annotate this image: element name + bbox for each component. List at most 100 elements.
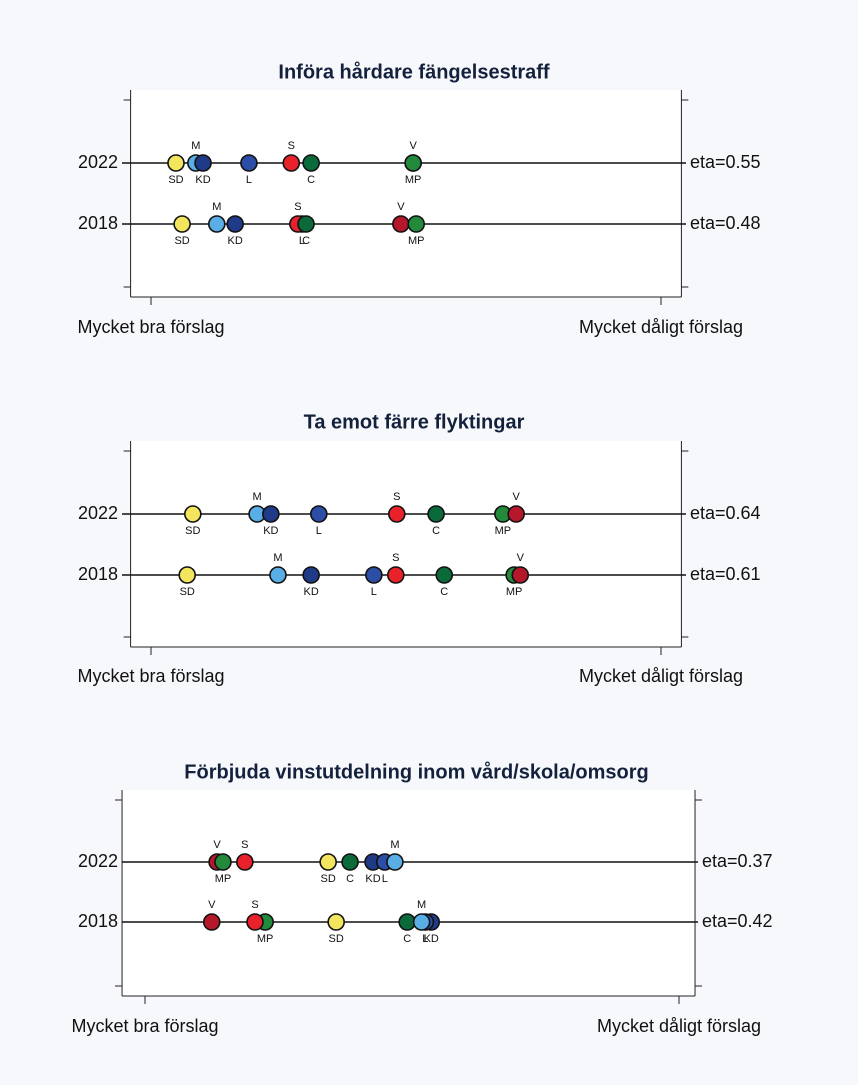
party-dot	[412, 913, 431, 931]
party-label: C	[302, 235, 310, 247]
party-label: C	[307, 174, 315, 186]
x-tick-label: Mycket bra förslag	[77, 317, 224, 337]
party-label: M	[390, 839, 399, 851]
plot-area	[122, 790, 696, 996]
party-label: S	[241, 839, 248, 851]
party-dot	[386, 566, 405, 584]
party-label: L	[371, 586, 377, 598]
party-label: M	[273, 552, 282, 564]
party-label: MP	[257, 933, 274, 945]
party-dot	[302, 154, 320, 172]
party-label: L	[316, 525, 322, 537]
party-label: SD	[329, 933, 344, 945]
chart-title: Ta emot färre flyktingar	[304, 411, 525, 433]
party-dot	[435, 566, 454, 584]
x-tick-label: Mycket dåligt förslag	[579, 317, 743, 337]
party-dot	[388, 505, 406, 523]
party-dot	[246, 913, 264, 931]
party-dot	[511, 566, 530, 584]
party-dot	[226, 215, 244, 233]
party-dot	[427, 505, 445, 523]
x-tick-label: Mycket bra förslag	[71, 1016, 218, 1036]
party-dot	[207, 215, 226, 233]
eta-label: eta=0.42	[702, 911, 773, 931]
party-label: S	[392, 552, 399, 564]
party-dot	[319, 853, 337, 871]
party-label: C	[432, 525, 440, 537]
party-label: M	[252, 491, 261, 503]
party-label: SD	[174, 235, 189, 247]
party-label: MP	[405, 174, 422, 186]
party-label: M	[417, 899, 426, 911]
party-label: S	[288, 140, 295, 152]
party-label: V	[208, 899, 216, 911]
party-dot	[236, 853, 254, 871]
y-tick-label: 2022	[78, 503, 118, 523]
party-dot	[184, 505, 202, 523]
party-dot	[194, 154, 212, 172]
party-label: S	[393, 491, 400, 503]
party-label: MP	[506, 586, 523, 598]
party-label: SD	[185, 525, 200, 537]
party-label: KD	[228, 235, 243, 247]
party-label: L	[299, 235, 305, 247]
party-dot	[282, 154, 301, 172]
party-dot	[327, 913, 345, 931]
party-label: SD	[180, 586, 195, 598]
party-label: V	[397, 201, 405, 213]
party-label: L	[246, 174, 252, 186]
party-dot	[297, 215, 315, 233]
y-tick-label: 2018	[78, 564, 118, 584]
party-dot	[386, 853, 404, 871]
party-label: V	[213, 839, 221, 851]
party-dot	[341, 853, 359, 871]
party-label: KD	[365, 873, 380, 885]
party-label: C	[440, 586, 448, 598]
eta-label: eta=0.61	[690, 564, 761, 584]
party-label: KD	[195, 174, 210, 186]
party-dot	[178, 566, 197, 584]
party-label: V	[512, 491, 520, 503]
eta-label: eta=0.64	[690, 503, 761, 523]
chart-title: Förbjuda vinstutdelning inom vård/skola/…	[184, 760, 649, 783]
party-label: V	[409, 140, 417, 152]
party-label: MP	[495, 525, 512, 537]
party-label: L	[422, 933, 428, 945]
x-tick-label: Mycket dåligt förslag	[579, 666, 743, 686]
party-label: M	[191, 140, 200, 152]
party-dot	[240, 154, 258, 172]
y-tick-label: 2022	[78, 152, 118, 172]
x-tick-label: Mycket bra förslag	[77, 666, 224, 686]
party-label: MP	[408, 235, 425, 247]
party-label: KD	[263, 525, 278, 537]
eta-label: eta=0.37	[702, 851, 773, 871]
party-label: M	[212, 201, 221, 213]
party-label: S	[251, 899, 258, 911]
party-dot	[302, 566, 320, 584]
party-label: C	[346, 873, 354, 885]
party-dot	[398, 913, 416, 931]
party-label: SD	[168, 174, 183, 186]
party-label: V	[517, 552, 525, 564]
party-dot	[173, 215, 191, 233]
party-label: SD	[321, 873, 336, 885]
chart-title: Införa hårdare fängelsestraff	[278, 60, 550, 83]
plot-area	[130, 441, 682, 647]
eta-label: eta=0.55	[690, 152, 761, 172]
party-label: MP	[215, 873, 232, 885]
party-dot	[269, 566, 287, 584]
eta-label: eta=0.48	[690, 213, 761, 233]
party-dot	[214, 853, 232, 871]
x-tick-label: Mycket dåligt förslag	[597, 1016, 761, 1036]
party-dot	[365, 566, 383, 584]
party-dot	[202, 913, 221, 931]
party-dot	[404, 154, 422, 172]
party-dot	[507, 505, 525, 523]
party-dot	[392, 215, 410, 233]
y-tick-label: 2018	[78, 213, 118, 233]
plot-area	[130, 90, 682, 297]
party-label: L	[382, 873, 388, 885]
party-label: S	[294, 201, 301, 213]
party-dot	[309, 505, 328, 523]
